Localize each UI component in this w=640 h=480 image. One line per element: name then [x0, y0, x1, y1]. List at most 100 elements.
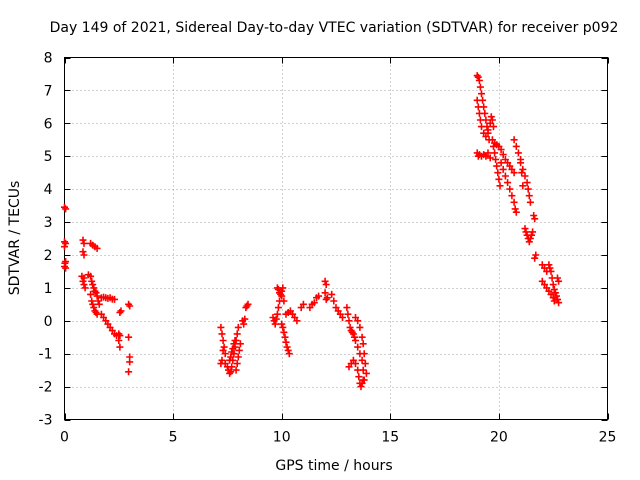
data-point	[89, 281, 97, 289]
data-point	[545, 261, 553, 269]
data-point	[354, 343, 362, 351]
data-point	[555, 299, 563, 307]
data-point	[233, 330, 241, 338]
y-tick-labels: -3 -2 -1 0 1 2 3 4 5 6 7 8	[39, 51, 53, 429]
data-point	[230, 340, 238, 348]
data-point	[93, 244, 101, 252]
data-point	[501, 172, 509, 180]
data-point	[283, 343, 291, 351]
data-point	[482, 133, 490, 140]
data-point	[228, 363, 236, 371]
data-point	[354, 317, 362, 325]
data-point	[235, 346, 243, 354]
data-point	[323, 294, 331, 302]
grid-lines	[64, 57, 608, 420]
data-point	[554, 295, 561, 303]
data-point	[474, 103, 482, 111]
data-point	[360, 350, 368, 358]
data-point	[494, 169, 502, 177]
data-point	[227, 353, 235, 361]
data-point	[234, 323, 242, 331]
data-point	[531, 215, 539, 223]
data-point	[126, 302, 134, 310]
data-point	[495, 175, 503, 183]
data-point	[79, 248, 87, 256]
data-point	[322, 281, 330, 289]
data-point	[352, 337, 359, 344]
data-point	[346, 323, 354, 331]
y-tick-label: 4	[44, 182, 53, 198]
data-point	[80, 251, 88, 259]
data-point	[280, 328, 288, 336]
x-tick-label: 5	[169, 430, 178, 446]
data-point	[488, 116, 496, 124]
data-point	[490, 123, 497, 131]
data-point	[491, 149, 499, 157]
data-point	[506, 185, 514, 193]
data-point	[89, 300, 97, 308]
data-point	[315, 292, 323, 300]
data-point	[499, 165, 507, 173]
x-axis-label: GPS time / hours	[275, 458, 392, 474]
data-point	[229, 345, 237, 353]
data-point	[359, 340, 367, 348]
y-tick-label: 8	[44, 51, 53, 67]
data-point	[90, 304, 98, 312]
data-point	[219, 346, 227, 354]
data-point	[299, 300, 307, 308]
data-point	[476, 83, 484, 91]
data-point	[95, 300, 103, 308]
data-point	[272, 315, 280, 323]
data-point	[80, 281, 88, 289]
data-point	[219, 337, 227, 344]
data-point	[549, 281, 557, 289]
y-tick-label: 5	[44, 149, 53, 165]
data-point	[531, 254, 539, 262]
data-point	[356, 323, 364, 331]
data-point	[497, 146, 505, 154]
data-point	[115, 337, 123, 344]
data-point	[217, 323, 225, 331]
y-tick-label: 7	[44, 83, 53, 99]
data-point	[511, 205, 519, 213]
data-point	[111, 295, 118, 303]
data-point	[274, 304, 282, 312]
data-point	[554, 274, 561, 282]
data-point	[117, 307, 125, 315]
data-point	[293, 317, 301, 325]
data-point	[499, 151, 507, 159]
data-point	[484, 126, 492, 134]
y-tick-label: 2	[44, 248, 53, 264]
data-point	[271, 320, 279, 328]
data-point	[519, 182, 527, 190]
data-point	[528, 231, 535, 239]
data-point	[518, 169, 526, 177]
data-point	[285, 350, 293, 358]
data-point	[478, 123, 485, 131]
data-point	[116, 332, 124, 340]
data-point	[473, 96, 481, 104]
data-point	[93, 292, 101, 300]
data-point	[116, 309, 124, 316]
data-point	[62, 205, 70, 213]
data-point	[478, 90, 485, 98]
data-point	[339, 314, 346, 321]
axis-ticks	[64, 57, 609, 421]
data-point	[226, 356, 234, 364]
data-point	[512, 208, 520, 216]
y-tick-label: 6	[44, 116, 53, 132]
data-point	[525, 192, 533, 200]
data-point	[328, 290, 336, 298]
data-point	[330, 297, 338, 305]
data-point	[62, 239, 70, 247]
data-point	[526, 198, 534, 206]
y-tick-label: 0	[44, 314, 53, 330]
data-point	[125, 368, 133, 376]
data-point	[310, 299, 318, 307]
data-point	[81, 284, 89, 292]
x-tick-label: 25	[599, 430, 617, 446]
data-point	[546, 264, 554, 272]
data-point	[79, 236, 87, 244]
data-point	[476, 116, 484, 124]
